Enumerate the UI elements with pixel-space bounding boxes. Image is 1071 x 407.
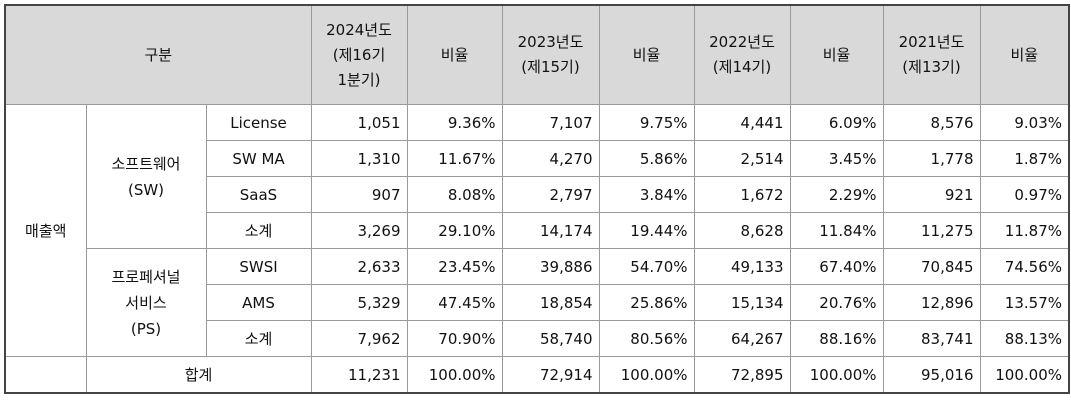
- cell: 54.70%: [598, 248, 695, 285]
- revenue-group-label: 매출액: [4, 104, 87, 357]
- row-label: SW MA: [205, 140, 312, 177]
- cell: 1,310: [310, 140, 408, 177]
- cell: 9.75%: [598, 104, 695, 141]
- cell: 8.08%: [406, 176, 503, 213]
- row-label: 소계: [205, 212, 312, 249]
- cell: 15,134: [693, 284, 791, 321]
- cell: 100.00%: [598, 356, 695, 394]
- cell: 1,672: [693, 176, 791, 213]
- cell: 921: [882, 176, 981, 213]
- cell: 13.57%: [979, 284, 1070, 321]
- table-row: 소계 3,269 29.10% 14,174 19.44% 8,628 11.8…: [5, 212, 1070, 249]
- table-header: 구분 2024년도 (제16기 1분기) 비율 2023년도 (제15기) 비율 20…: [4, 4, 1070, 105]
- cell: 80.56%: [598, 320, 695, 357]
- year-header-2023: 2023년도 (제15기): [501, 4, 600, 105]
- cell: 11.87%: [979, 212, 1070, 249]
- cell: 47.45%: [406, 284, 503, 321]
- cell: 8,576: [882, 104, 981, 141]
- ratio-header-2023: 비율: [598, 4, 695, 105]
- cell: 64,267: [693, 320, 791, 357]
- cell: 70,845: [882, 248, 981, 285]
- cell: 100.00%: [979, 356, 1070, 394]
- cell: 29.10%: [406, 212, 503, 249]
- table-row: 프로페셔널 서비스 (PS) SWSI 2,633 23.45% 39,886 54…: [5, 248, 1070, 357]
- cell: 0.97%: [979, 176, 1070, 213]
- cell: 67.40%: [789, 248, 884, 285]
- cell: 3.84%: [598, 176, 695, 213]
- cell: 7,107: [501, 104, 600, 141]
- cell: 83,741: [882, 320, 981, 357]
- cell: 9.03%: [979, 104, 1070, 141]
- row-label: 소계: [205, 320, 312, 357]
- cell: 95,016: [882, 356, 981, 394]
- cell: 5.86%: [598, 140, 695, 177]
- cell: 20.76%: [789, 284, 884, 321]
- cell: 3,269: [310, 212, 408, 249]
- year-header-2024: 2024년도 (제16기 1분기): [310, 4, 408, 105]
- cell: 11.67%: [406, 140, 503, 177]
- cell: 11,231: [310, 356, 408, 394]
- total-label: 합계: [85, 356, 312, 394]
- cell: 14,174: [501, 212, 600, 249]
- cell: 25.86%: [598, 284, 695, 321]
- cell: 12,896: [882, 284, 981, 321]
- table-row: SW MA 1,310 11.67% 4,270 5.86% 2,514 3.4…: [5, 140, 1070, 177]
- cell: 100.00%: [406, 356, 503, 394]
- cell: 70.90%: [406, 320, 503, 357]
- ratio-header-2021: 비율: [979, 4, 1070, 105]
- cell: 74.56%: [979, 248, 1070, 285]
- ratio-header-2022: 비율: [789, 4, 884, 105]
- cell: 1,778: [882, 140, 981, 177]
- cell: 2,514: [693, 140, 791, 177]
- cell: 8,628: [693, 212, 791, 249]
- cell: 4,441: [693, 104, 791, 141]
- cell: 9.36%: [406, 104, 503, 141]
- category-header: 구분: [4, 4, 312, 105]
- cell: 6.09%: [789, 104, 884, 141]
- cell: 18,854: [501, 284, 600, 321]
- cell: 49,133: [693, 248, 791, 285]
- cell: 58,740: [501, 320, 600, 357]
- table-row: 소계 7,962 70.90% 58,740 80.56% 64,267 88.…: [5, 320, 1070, 357]
- cell: 23.45%: [406, 248, 503, 285]
- year-header-2022: 2022년도 (제14기): [693, 4, 791, 105]
- cell: 1,051: [310, 104, 408, 141]
- table-row: SaaS 907 8.08% 2,797 3.84% 1,672 2.29% 9…: [5, 176, 1070, 213]
- cell: 3.45%: [789, 140, 884, 177]
- software-group-label: 소프트웨어 (SW): [85, 104, 207, 249]
- cell: 100.00%: [789, 356, 884, 394]
- ratio-header-2024: 비율: [406, 4, 503, 105]
- cell: 907: [310, 176, 408, 213]
- row-label: SaaS: [205, 176, 312, 213]
- revenue-table: 구분 2024년도 (제16기 1분기) 비율 2023년도 (제15기) 비율 20…: [4, 4, 1070, 394]
- cell: 2,633: [310, 248, 408, 285]
- cell: 72,895: [693, 356, 791, 394]
- cell: 7,962: [310, 320, 408, 357]
- cell: 39,886: [501, 248, 600, 285]
- cell: 88.16%: [789, 320, 884, 357]
- cell: 72,914: [501, 356, 600, 394]
- cell: 4,270: [501, 140, 600, 177]
- table-row: AMS 5,329 47.45% 18,854 25.86% 15,134 20…: [5, 284, 1070, 321]
- cell: 88.13%: [979, 320, 1070, 357]
- professional-group-label: 프로페셔널 서비스 (PS): [85, 248, 207, 357]
- cell: 5,329: [310, 284, 408, 321]
- cell: 2,797: [501, 176, 600, 213]
- cell: 2.29%: [789, 176, 884, 213]
- cell: 1.87%: [979, 140, 1070, 177]
- row-label: SWSI: [205, 248, 312, 285]
- cell: 11,275: [882, 212, 981, 249]
- year-header-2021: 2021년도 (제13기): [882, 4, 981, 105]
- total-row: 합계 11,231 100.00% 72,914 100.00% 72,895 …: [4, 356, 1070, 394]
- cell: 11.84%: [789, 212, 884, 249]
- row-label: License: [205, 104, 312, 141]
- cell: 19.44%: [598, 212, 695, 249]
- table-row: 매출액 소프트웨어 (SW) License 1,051 9.36% 7,107 …: [4, 104, 1070, 357]
- row-label: AMS: [205, 284, 312, 321]
